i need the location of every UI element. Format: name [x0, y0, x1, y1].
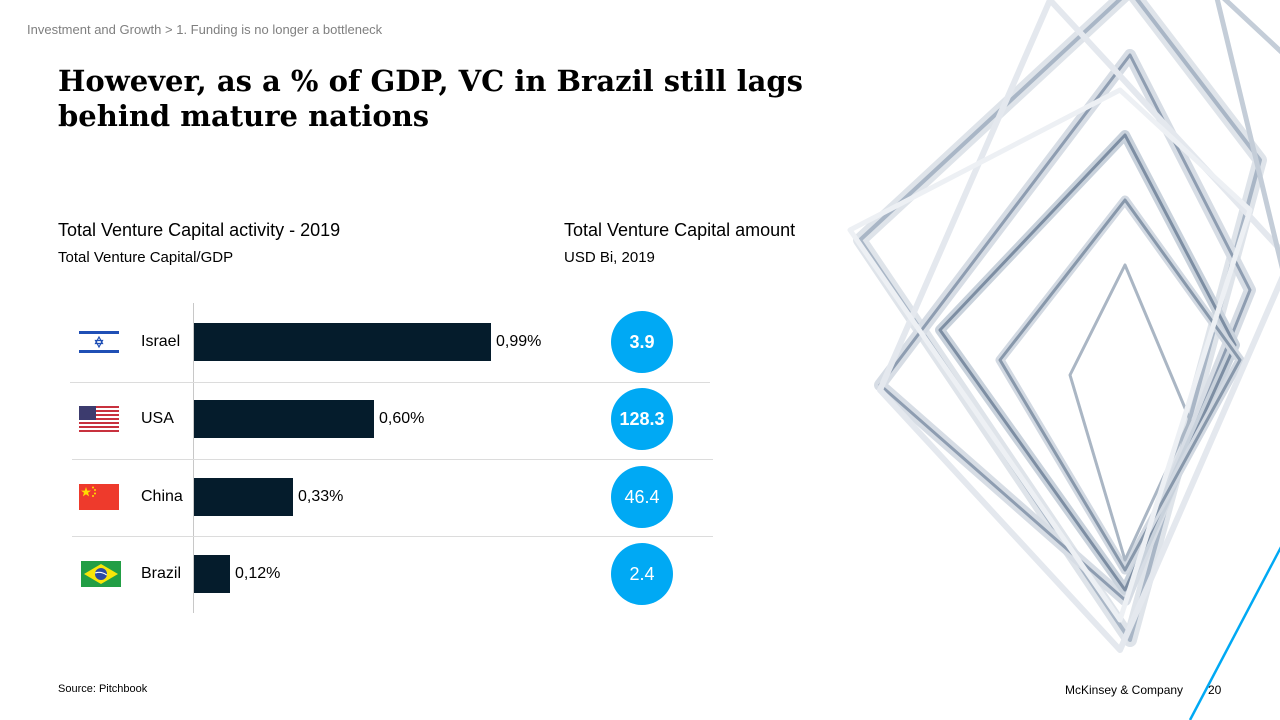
page-number: 20 [1208, 683, 1222, 697]
page-title: However, as a % of GDP, VC in Brazil sti… [58, 64, 803, 133]
row-separator [70, 382, 710, 383]
company-name: McKinsey & Company [1065, 683, 1184, 697]
bar-china [194, 478, 293, 516]
israel-flag-icon [79, 329, 119, 355]
bar-value-label: 0,33% [298, 488, 344, 505]
bar-value-label: 0,60% [379, 410, 425, 427]
row-separator [72, 459, 713, 460]
country-label: Brazil [141, 565, 182, 582]
bar-usa [194, 400, 374, 438]
country-label: USA [141, 410, 174, 427]
bar-israel [194, 323, 491, 361]
left-chart-title: Total Venture Capital activity - 2019 [58, 220, 341, 240]
china-flag-icon [79, 484, 119, 510]
bar-brazil [194, 555, 230, 593]
country-label: China [141, 488, 183, 505]
amount-bubble-israel: 3.9 [611, 311, 673, 373]
right-chart-subtitle: USD Bi, 2019 [564, 249, 655, 266]
left-chart-subtitle: Total Venture Capital/GDP [58, 249, 234, 266]
usa-flag-icon [79, 406, 119, 432]
right-chart-header: Total Venture Capital amount USD Bi, 201… [564, 220, 795, 266]
left-chart-header: Total Venture Capital activity - 2019 To… [58, 220, 340, 266]
row-separator [72, 536, 713, 537]
bar-axis-line [193, 303, 194, 613]
brazil-flag-icon [81, 561, 121, 587]
bar-value-label: 0,12% [235, 565, 281, 582]
right-chart-title: Total Venture Capital amount [564, 220, 796, 240]
country-label: Israel [141, 333, 181, 350]
bar-value-label: 0,99% [496, 333, 542, 350]
source-note: Source: Pitchbook [58, 683, 148, 695]
amount-bubble-china: 46.4 [611, 466, 673, 528]
breadcrumb: Investment and Growth > 1. Funding is no… [27, 22, 383, 37]
amount-bubble-brazil: 2.4 [611, 543, 673, 605]
amount-bubble-usa: 128.3 [611, 388, 673, 450]
decorative-diamond-graphic [847, 0, 1280, 720]
